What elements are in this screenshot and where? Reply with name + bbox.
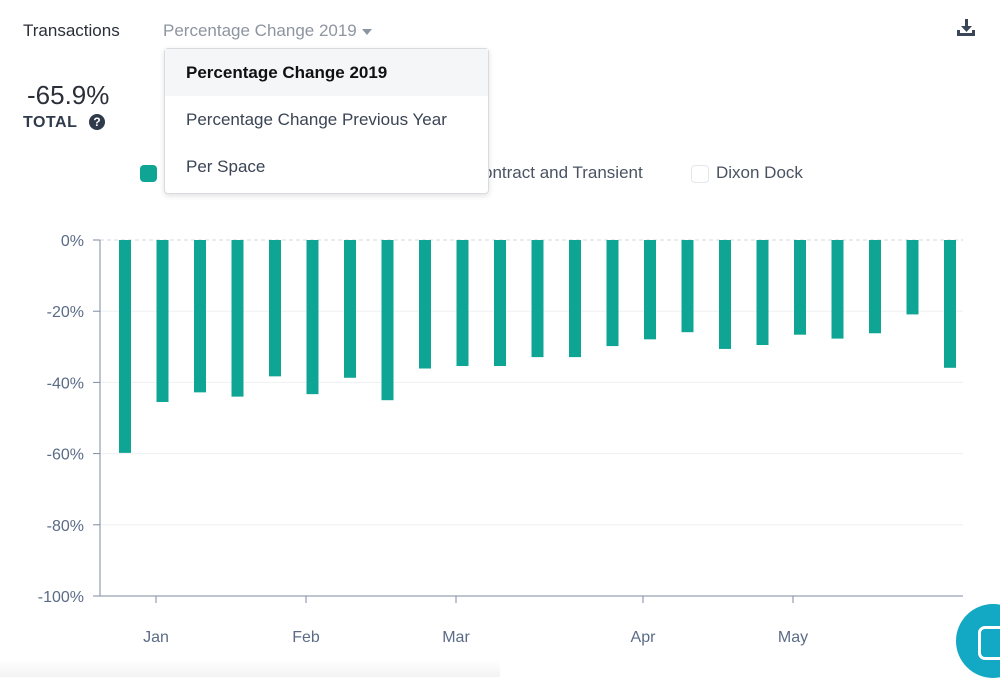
y-tick-label: -20%	[47, 304, 84, 321]
bar	[606, 240, 619, 347]
bar	[906, 240, 919, 315]
total-label: TOTAL	[23, 114, 78, 131]
dropdown-option-per-space[interactable]: Per Space	[186, 157, 266, 176]
bar	[831, 240, 844, 339]
metric-selector[interactable]: Percentage Change 2019	[163, 21, 372, 41]
bar	[381, 240, 394, 401]
bar	[944, 240, 956, 368]
bar	[344, 240, 356, 378]
total-value: -65.9%	[27, 80, 110, 110]
bar	[306, 240, 319, 395]
legend-swatch-white[interactable]	[691, 165, 709, 183]
x-tick-label: Apr	[631, 629, 657, 646]
y-tick-label: 0%	[61, 233, 84, 250]
x-tick-label: Mar	[442, 629, 470, 646]
bar	[456, 240, 469, 367]
bar	[531, 240, 544, 358]
bar	[869, 240, 881, 334]
help-icon[interactable]: ?	[89, 114, 105, 130]
x-tick-label: May	[778, 629, 808, 646]
chat-icon	[978, 626, 1000, 660]
bar	[194, 240, 206, 393]
metric-selector-label: Percentage Change 2019	[163, 21, 357, 40]
legend-swatch-teal[interactable]	[140, 165, 157, 182]
caret-down-icon	[361, 28, 372, 35]
x-tick-label: Jan	[143, 629, 169, 646]
x-tick-label: Feb	[292, 629, 320, 646]
bar	[756, 240, 769, 346]
bar	[419, 240, 431, 369]
bar	[119, 240, 131, 453]
bar	[644, 240, 656, 340]
bar	[719, 240, 731, 349]
legend-item-2[interactable]: ontract and Transient	[483, 163, 643, 182]
page-title: Transactions	[23, 21, 120, 40]
y-tick-label: -80%	[47, 518, 84, 535]
y-tick-label: -40%	[47, 375, 84, 392]
legend-item-dixon-dock[interactable]: Dixon Dock	[716, 163, 803, 182]
bar	[681, 240, 694, 333]
y-tick-label: -60%	[47, 447, 84, 464]
dropdown-option-percentage-change-previous-year[interactable]: Percentage Change Previous Year	[186, 110, 447, 129]
bar	[156, 240, 169, 402]
y-tick-label: -100%	[38, 589, 84, 606]
bar	[269, 240, 281, 377]
bottom-fade	[0, 660, 500, 677]
download-icon[interactable]	[956, 18, 976, 38]
bar	[231, 240, 244, 397]
bar	[569, 240, 581, 358]
bar	[794, 240, 806, 335]
metric-dropdown-menu: Percentage Change 2019 Percentage Change…	[164, 48, 489, 194]
bar	[494, 240, 506, 367]
dropdown-option-percentage-change-2019[interactable]: Percentage Change 2019	[165, 49, 488, 96]
